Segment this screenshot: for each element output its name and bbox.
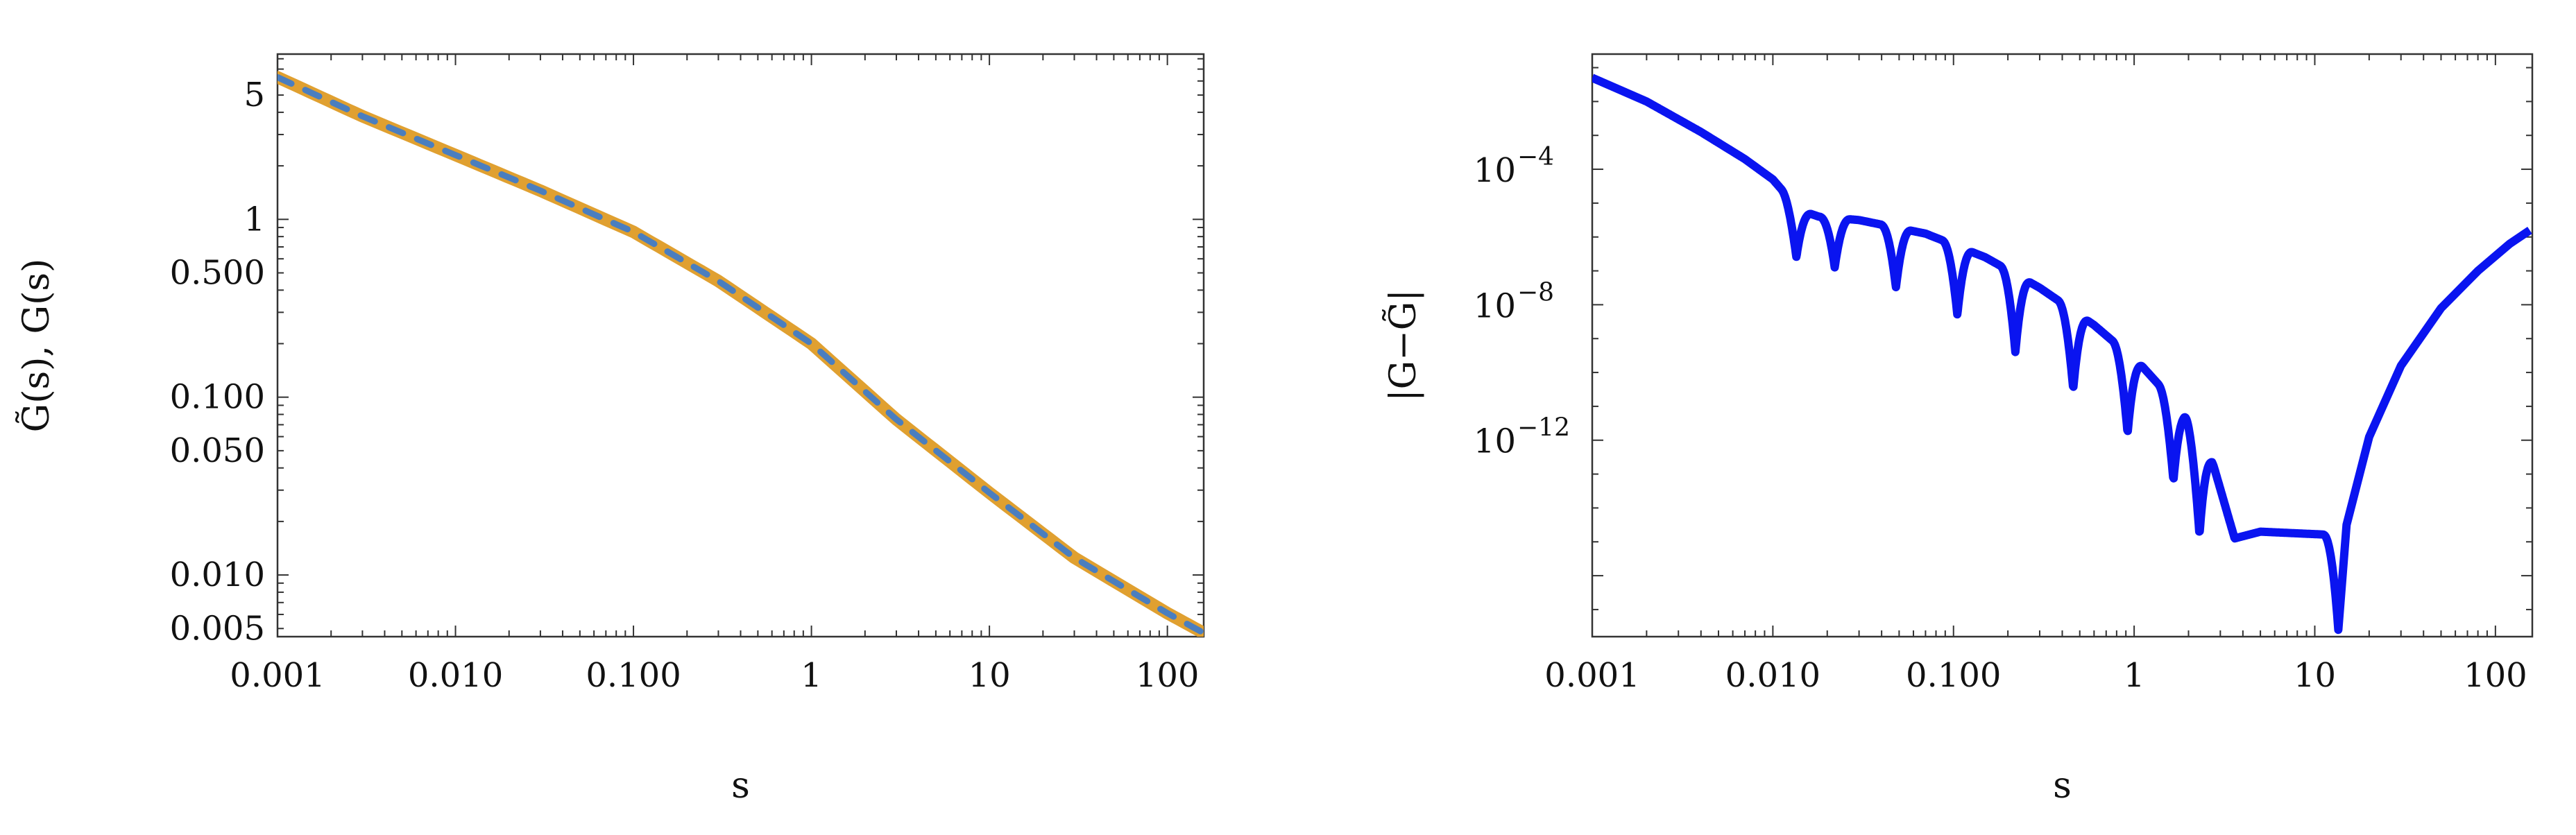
- y-tick-label: 1: [244, 200, 265, 239]
- series-line-1: [278, 74, 1204, 635]
- y-tick-label: 0.050: [170, 431, 265, 470]
- left-chart: 0.001 0.010 0.100 1 10 100 5 1 0.500 0.100 0.050 0.…: [15, 53, 1205, 807]
- x-tick-label: 0.001: [1544, 656, 1639, 695]
- y-tick-label: 5: [244, 76, 265, 114]
- x-tick-label: 100: [1136, 656, 1200, 695]
- x-tick-label: 1: [801, 656, 822, 695]
- x-tick-label: 0.010: [1725, 656, 1820, 695]
- y-tick-label: 10: [1474, 151, 1516, 190]
- x-tick-label: 100: [2464, 656, 2527, 695]
- x-tick-label: 0.100: [586, 656, 681, 695]
- y-tick-label: 0.500: [170, 253, 265, 292]
- x-tick-label: 1: [2124, 656, 2145, 695]
- x-axis-label: s: [731, 765, 750, 807]
- plot-frame: [1591, 53, 2534, 638]
- y-tick-label-exponent: −4: [1517, 143, 1554, 171]
- y-tick-label-exponent: −8: [1517, 278, 1554, 307]
- y-axis-label: G̃(s), G(s): [15, 259, 58, 433]
- y-tick-label: 0.010: [170, 556, 265, 594]
- x-tick-label: 0.010: [408, 656, 503, 695]
- y-axis-label: |G−G̃|: [1382, 289, 1424, 402]
- x-axis-label: s: [2053, 765, 2072, 807]
- x-tick-label: 10: [2294, 656, 2336, 695]
- y-tick-label: 10: [1474, 422, 1516, 461]
- y-tick-label: 0.005: [170, 609, 265, 648]
- x-tick-label: 0.001: [230, 656, 325, 695]
- difference-line: [1592, 74, 2532, 635]
- y-tick-label: 10: [1474, 286, 1516, 325]
- x-tick-label: 0.100: [1906, 656, 2001, 695]
- x-tick-label: 10: [969, 656, 1011, 695]
- y-tick-label-exponent: −12: [1517, 414, 1570, 442]
- y-tick-label: 0.100: [170, 378, 265, 417]
